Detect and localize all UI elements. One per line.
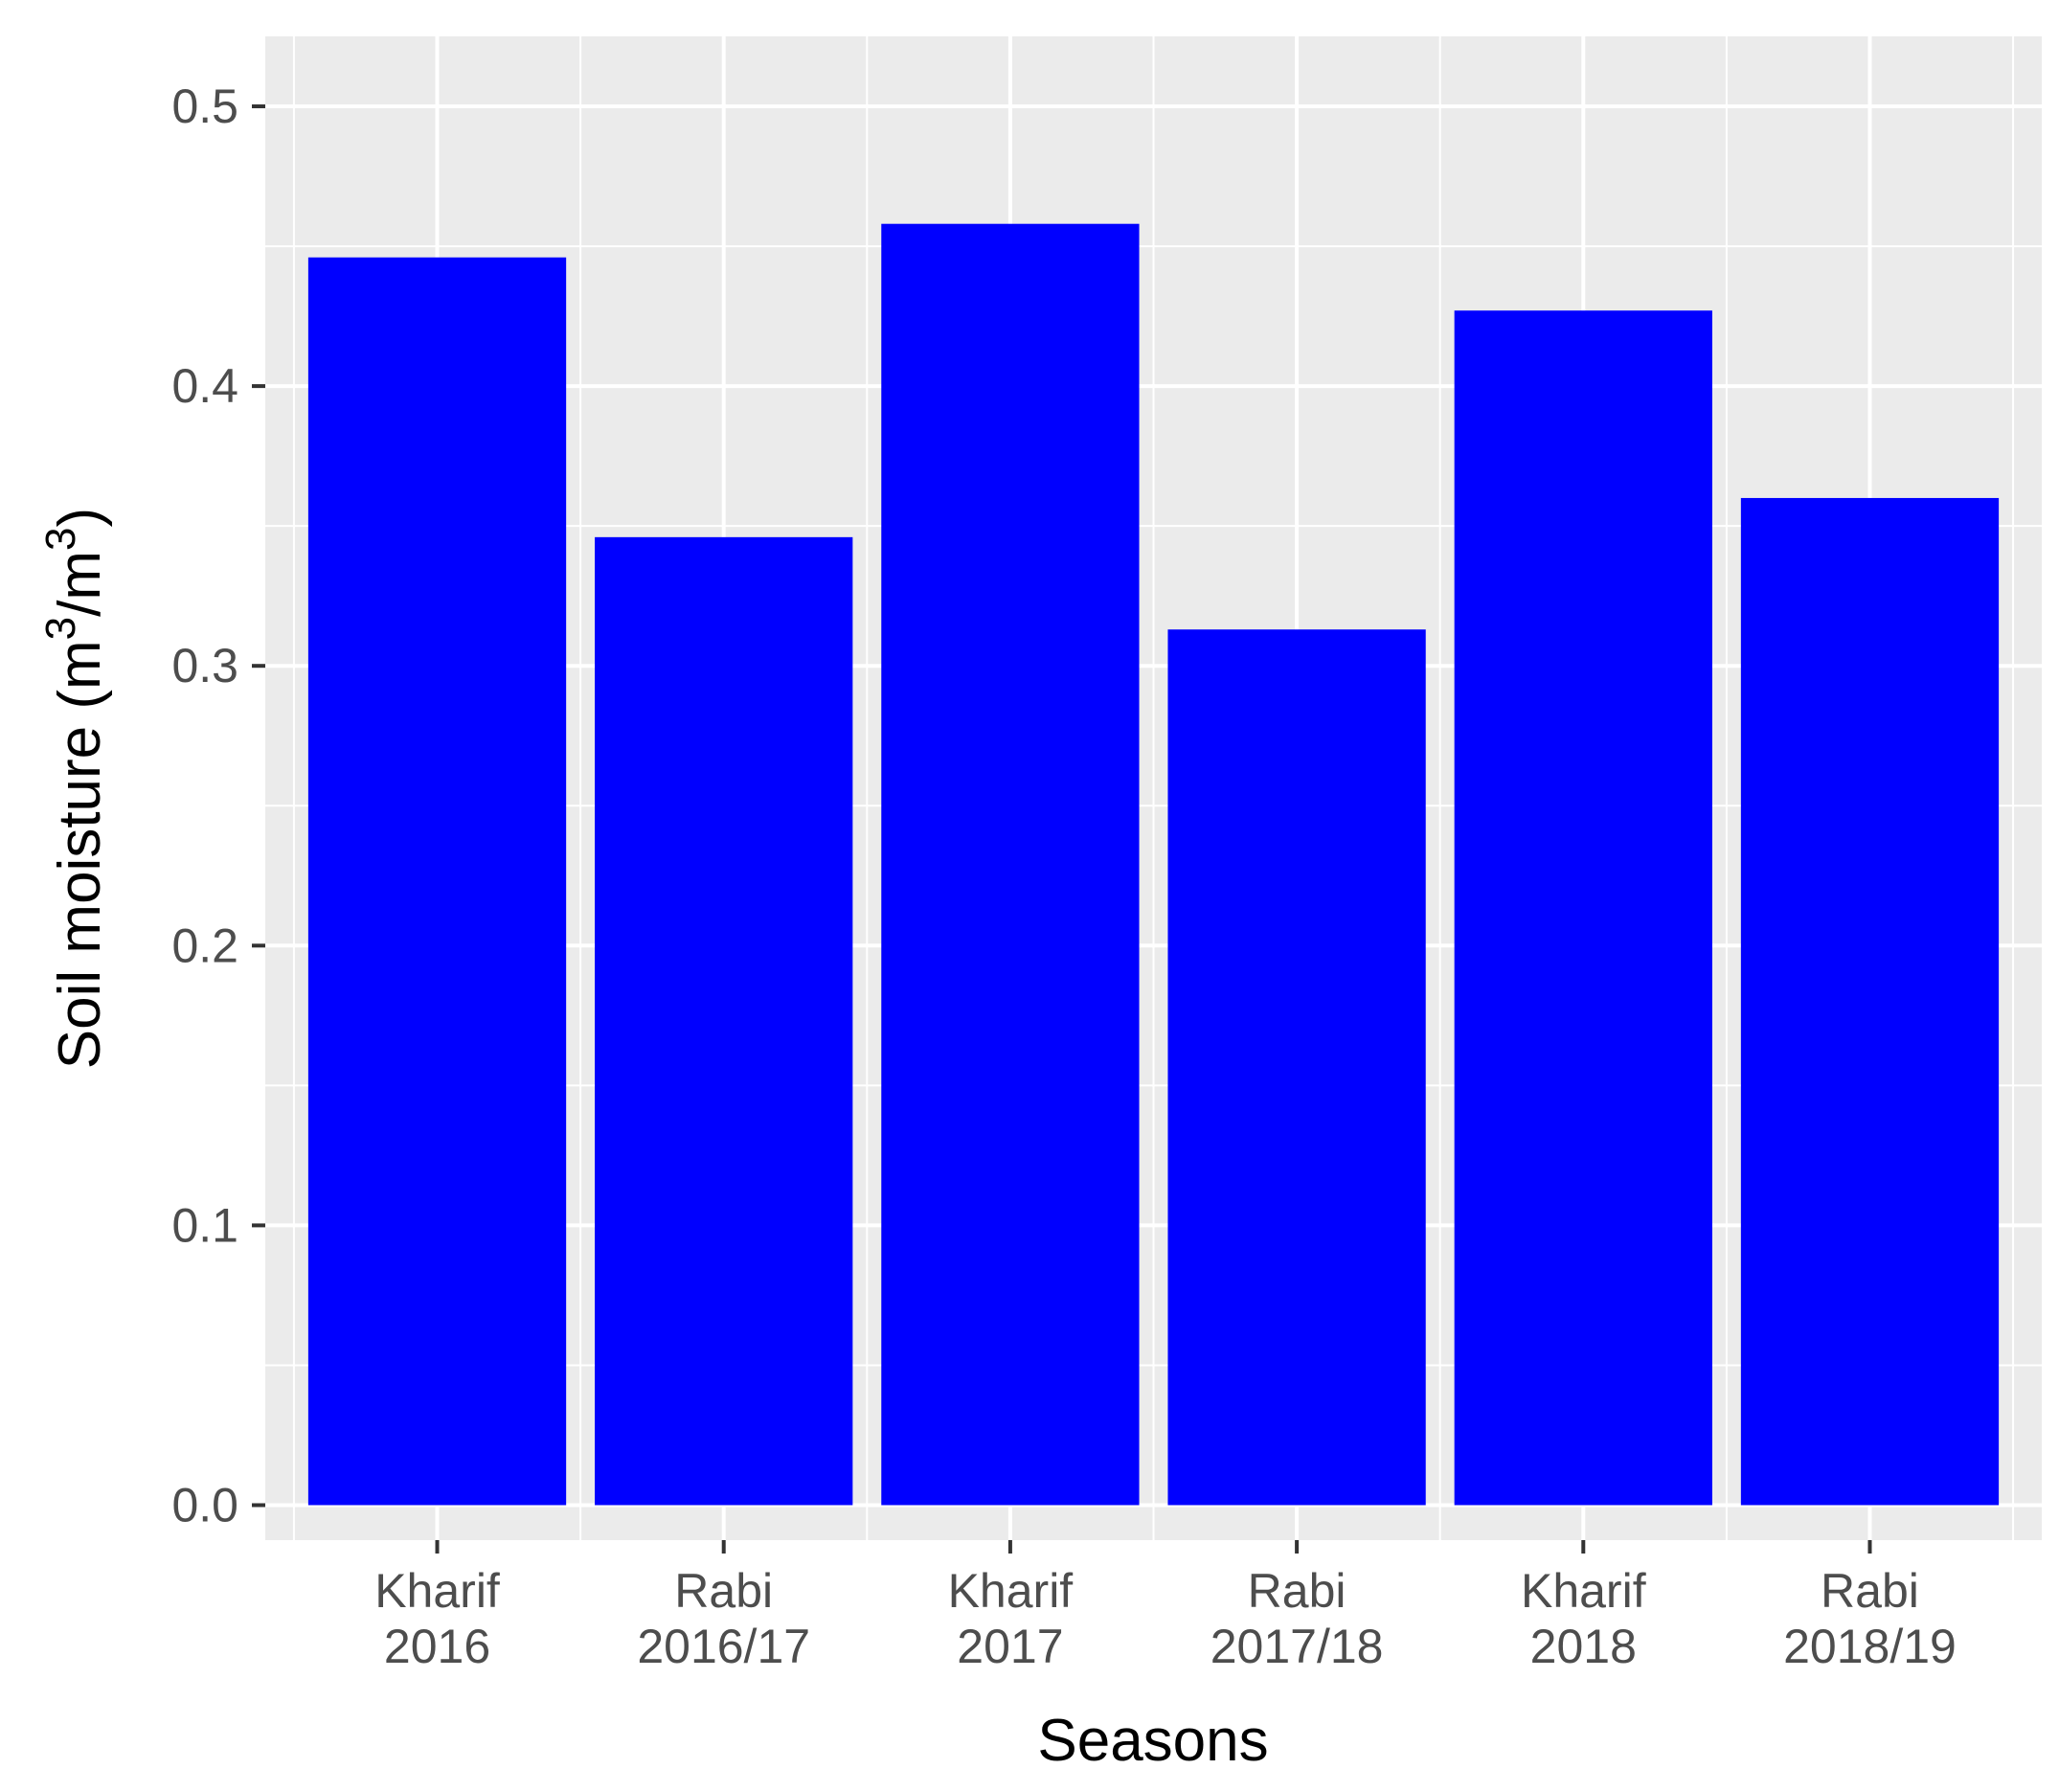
y-tick-label: 0.3 (171, 639, 238, 692)
x-tick-label-line: Kharif (948, 1564, 1074, 1618)
bar-3 (1167, 629, 1426, 1506)
y-tick-label: 0.5 (171, 79, 238, 133)
x-tick-label-line: 2016 (384, 1620, 490, 1673)
x-tick-label: Rabi 2017/18 (1211, 1564, 1384, 1673)
y-axis: 0.0 0.1 0.2 0.3 0.4 0.5 (171, 79, 265, 1531)
y-tick-label: 0.0 (171, 1478, 238, 1531)
x-tick-label: Rabi 2016/17 (637, 1564, 810, 1673)
bar-1 (595, 536, 853, 1506)
y-axis-title-mid: /m (47, 551, 113, 617)
x-tick-label-line: 2016/17 (637, 1620, 810, 1673)
x-tick-label: Kharif 2018 (1521, 1564, 1646, 1673)
y-axis-title-sup1: 3 (37, 617, 84, 640)
x-tick-label: Rabi 2018/19 (1783, 1564, 1957, 1673)
x-tick-label: Kharif 2017 (948, 1564, 1074, 1673)
y-tick-label: 0.2 (171, 919, 238, 972)
y-axis-title: Soil moisture (m3/m3) (37, 508, 113, 1069)
x-tick-label-line: Rabi (1248, 1564, 1346, 1618)
y-tick-label: 0.4 (171, 359, 238, 413)
x-tick-label-line: Rabi (674, 1564, 773, 1618)
x-tick-label-line: 2017/18 (1211, 1620, 1384, 1673)
x-tick-label-line: Kharif (374, 1564, 500, 1618)
y-axis-title-sup2: 3 (37, 527, 84, 550)
x-tick-label-line: 2018 (1530, 1620, 1637, 1673)
y-tick-label: 0.1 (171, 1198, 238, 1252)
bar-0 (307, 257, 567, 1506)
x-tick-label-line: 2017 (957, 1620, 1063, 1673)
y-axis-title-prefix: Soil moisture (m (47, 640, 113, 1069)
x-tick-label-line: 2018/19 (1783, 1620, 1957, 1673)
bar-2 (881, 223, 1140, 1506)
bar-5 (1740, 497, 2000, 1506)
y-axis-title-suffix: ) (47, 508, 113, 528)
x-tick-label-line: Kharif (1521, 1564, 1646, 1618)
x-axis-title: Seasons (1037, 1708, 1268, 1774)
x-tick-label-line: Rabi (1821, 1564, 1919, 1618)
x-tick-label: Kharif 2016 (374, 1564, 500, 1673)
bars (307, 223, 2000, 1506)
bar-4 (1454, 310, 1712, 1506)
